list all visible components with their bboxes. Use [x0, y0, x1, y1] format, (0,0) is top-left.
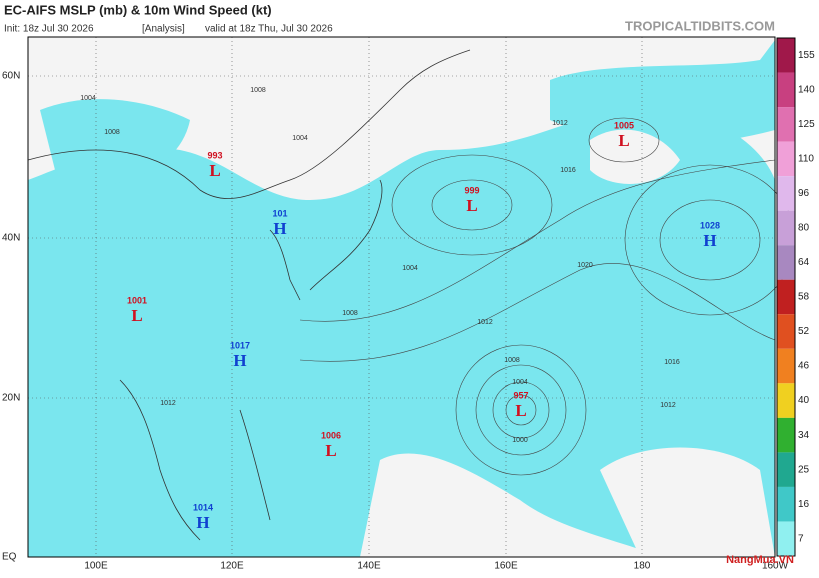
colorbar-tick-label: 25: [798, 464, 810, 475]
colorbar-segment: [777, 417, 795, 453]
colorbar-tick-label: 64: [798, 257, 810, 268]
colorbar-segment: [777, 279, 795, 315]
isobars: [299, 117, 796, 476]
center-type: L: [131, 306, 142, 325]
lon-label: 180: [634, 561, 651, 572]
colorbar-tick-label: 52: [798, 326, 810, 337]
center-type: H: [703, 231, 716, 250]
center-type: L: [618, 131, 629, 150]
colorbar-segment: [777, 245, 795, 280]
calm-areas: [360, 129, 775, 557]
center-value: 1014: [193, 502, 213, 512]
center-type: H: [233, 351, 246, 370]
colorbar-frame: [776, 37, 796, 557]
lon-label: 120E: [220, 561, 244, 572]
colorbar-segment: [777, 141, 795, 177]
isobar-label: 1008: [104, 129, 120, 136]
isobar-label: 1004: [402, 265, 418, 272]
valid-time: valid at 18z Thu, Jul 30 2026: [205, 24, 333, 35]
isobar-label: 1000: [512, 437, 528, 444]
lat-label: 20N: [2, 393, 20, 404]
colorbar-segment: [777, 383, 795, 418]
isobar-label: 1008: [342, 310, 358, 317]
wind-shading: [28, 40, 775, 557]
center-value: 1006: [321, 430, 341, 440]
center-type: L: [209, 161, 220, 180]
colorbar-tick-label: 125: [798, 119, 815, 130]
colorbar-tick-label: 96: [798, 188, 810, 199]
colorbar-tick-label: 16: [798, 499, 810, 510]
init-time: Init: 18z Jul 30 2026: [4, 24, 94, 35]
colorbar-tick-label: 140: [798, 84, 815, 95]
colorbar-tick-label: 7: [798, 533, 804, 544]
center-type: H: [196, 513, 209, 532]
lon-label: 140E: [357, 561, 381, 572]
colorbar-segment: [777, 107, 795, 142]
isobar-label: 1008: [504, 357, 520, 364]
colorbar-tick-label: 155: [798, 50, 815, 61]
colorbar-segment: [777, 521, 795, 556]
colorbar-segment: [777, 72, 795, 108]
colorbar-segment: [777, 210, 795, 246]
center-value: 1028: [700, 220, 720, 230]
colorbar-segment: [777, 486, 795, 522]
center-type: H: [273, 219, 286, 238]
center-value: 993: [207, 150, 222, 160]
colorbar-tick-label: 80: [798, 223, 810, 234]
isobar-label: 1004: [80, 95, 96, 102]
analysis-tag: [Analysis]: [142, 24, 185, 35]
isobar-label: 1012: [160, 400, 176, 407]
lat-label: 40N: [2, 233, 20, 244]
isobar-label: 1012: [477, 319, 493, 326]
center-value: 1005: [614, 120, 634, 130]
isobar-label: 1004: [292, 135, 308, 142]
colorbar-tick-label: 46: [798, 361, 810, 372]
center-type: L: [325, 441, 336, 460]
isobar-label: 1008: [250, 87, 266, 94]
colorbar-tick-label: 34: [798, 430, 810, 441]
watermark: NangMua.VN: [726, 554, 794, 566]
colorbar-segment: [777, 314, 795, 349]
colorbar-tick-label: 40: [798, 395, 810, 406]
isobar-label: 1016: [664, 359, 680, 366]
colorbar-segment: [777, 452, 795, 487]
isobar-label: 1020: [577, 262, 593, 269]
center-value: 101: [272, 208, 287, 218]
center-type: L: [515, 401, 526, 420]
colorbar-segment: [777, 176, 795, 211]
map-frame: [27, 36, 776, 558]
lon-label: 100E: [84, 561, 108, 572]
lat-label: EQ: [2, 552, 17, 563]
graticule: [28, 37, 775, 557]
center-value: 1001: [127, 295, 147, 305]
colorbar-segment: [777, 348, 795, 384]
center-value: 999: [464, 185, 479, 195]
title: EC-AIFS MSLP (mb) & 10m Wind Speed (kt): [4, 2, 272, 17]
site-name: TROPICALTIDBITS.COM: [625, 18, 775, 33]
center-type: L: [466, 196, 477, 215]
isobar-label: 1012: [660, 402, 676, 409]
map: 1004 1004 1008 1008 1012 1016 1016 1020 1012 1008…: [27, 36, 796, 558]
isobar-label: 1012: [552, 120, 568, 127]
lon-label: 160E: [494, 561, 518, 572]
colorbar-segment: [777, 38, 795, 73]
coastlines: [27, 49, 471, 541]
colorbar-tick-label: 58: [798, 292, 810, 303]
isobar-label: 1004: [512, 379, 528, 386]
center-value: 957: [513, 390, 528, 400]
lat-label: 60N: [2, 71, 20, 82]
isobar-label: 1016: [560, 167, 576, 174]
lon-label: 160W: [762, 561, 789, 572]
colorbar-tick-label: 110: [798, 154, 814, 165]
center-value: 1017: [230, 340, 250, 350]
